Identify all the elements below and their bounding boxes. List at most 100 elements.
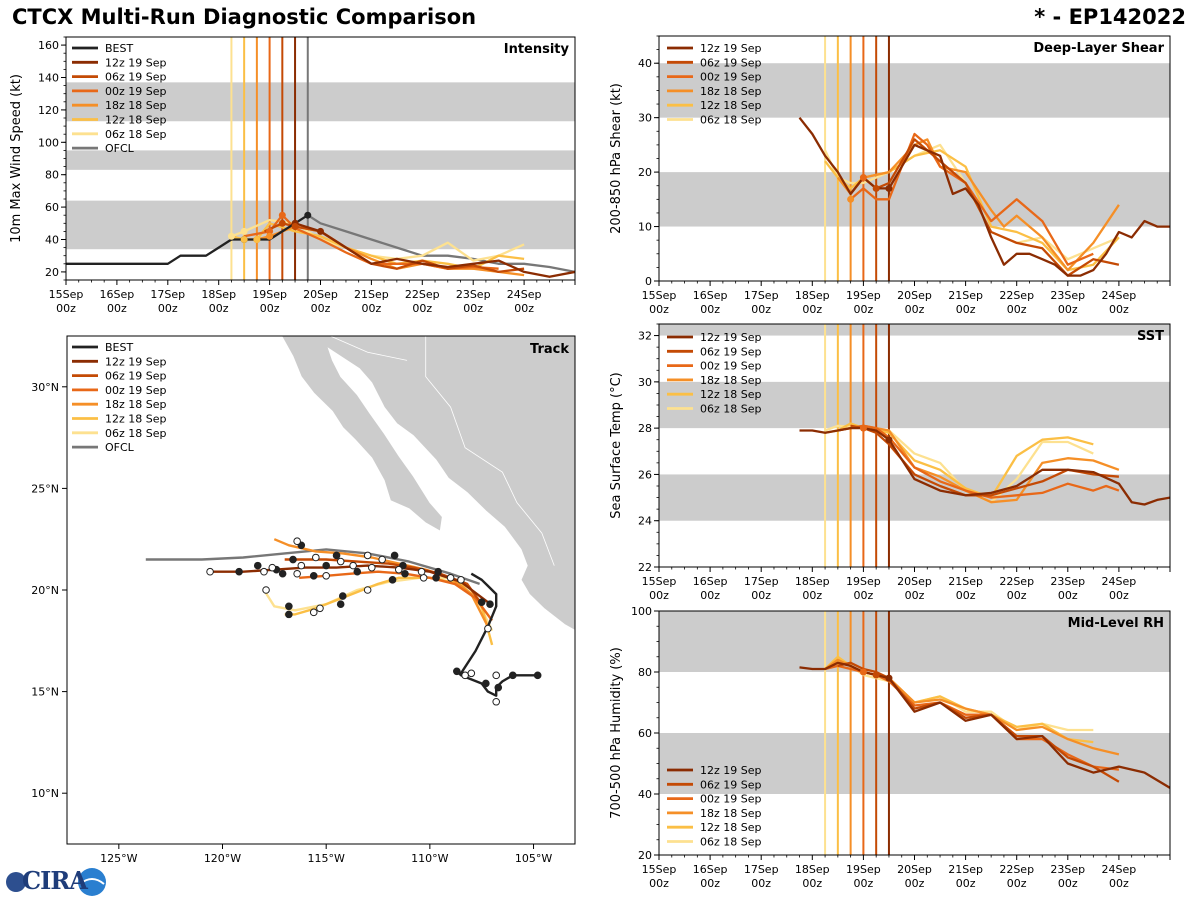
x-tick-label-day: 18Sep: [795, 289, 830, 302]
legend-label: 12z 19 Sep: [700, 331, 762, 344]
track-point-filled: [338, 592, 347, 600]
lon-tick-label: 125°W: [100, 852, 137, 865]
x-tick-label-day: 16Sep: [693, 289, 728, 302]
legend-label: 18z 18 Sep: [700, 85, 762, 98]
x-tick-label-day: 21Sep: [948, 863, 983, 876]
x-tick-label-hour: 00z: [1007, 589, 1027, 602]
x-tick-label-day: 18Sep: [795, 575, 830, 588]
series-OFCL: [307, 214, 575, 274]
legend-label: BEST: [105, 341, 133, 354]
x-tick-label-day: 19Sep: [846, 289, 881, 302]
track-point-filled: [388, 576, 397, 584]
legend-label: 06z 19 Sep: [700, 56, 762, 69]
legend-label: 00z 19 Sep: [700, 71, 762, 84]
track-point-open: [394, 565, 403, 574]
track-point-open: [467, 669, 476, 678]
x-tick-label-day: 17Sep: [744, 289, 779, 302]
legend-label: 12z 19 Sep: [700, 42, 762, 55]
y-tick-label: 20: [638, 849, 652, 862]
track-point-filled: [453, 667, 461, 676]
track-point-filled: [353, 567, 362, 576]
marker-12z-19-Sep: [885, 436, 893, 444]
marker-06z-18-Sep: [240, 227, 248, 235]
track-point-open: [297, 561, 306, 570]
track-point-open: [309, 608, 318, 617]
panel-title: Mid-Level RH: [1068, 616, 1164, 631]
series-BEST: [66, 214, 309, 265]
track-point-open: [336, 557, 345, 566]
track-point-filled: [477, 598, 486, 606]
band-2: [659, 324, 1170, 336]
legend-label: 06z 18 Sep: [700, 114, 762, 127]
logo-graphic: [6, 868, 106, 896]
y-tick-label: 60: [638, 727, 652, 740]
track-point-open: [206, 567, 214, 576]
legend-label: 18z 18 Sep: [105, 398, 167, 411]
marker-06z-19-Sep: [872, 671, 880, 679]
track-point-open: [363, 551, 372, 560]
series-12z-19-Sep: [799, 661, 1170, 789]
x-tick-label-day: 18Sep: [795, 863, 830, 876]
band-0: [66, 200, 575, 250]
plot-area: [659, 611, 1170, 855]
band-1: [66, 150, 575, 170]
x-tick-label-day: 22Sep: [999, 863, 1034, 876]
x-tick-label-hour: 00z: [209, 302, 229, 315]
band-0: [659, 172, 1170, 227]
track-point-open: [368, 563, 376, 572]
track-point-filled: [285, 610, 293, 619]
x-tick-label-hour: 00z: [362, 302, 382, 315]
x-tick-label-day: 21Sep: [354, 288, 389, 301]
legend-label: 12z 18 Sep: [105, 413, 167, 426]
legend-label: OFCL: [105, 142, 135, 155]
legend-label: 12z 18 Sep: [700, 388, 762, 401]
x-tick-label-day: 16Sep: [693, 863, 728, 876]
marker-00z-19-Sep: [859, 174, 867, 182]
legend-label: 12z 18 Sep: [700, 99, 762, 112]
logo-text: CIRA: [22, 866, 88, 895]
x-tick-label-day: 21Sep: [948, 575, 983, 588]
track-point-filled: [482, 679, 490, 688]
marker-12z-18-Sep: [253, 236, 261, 243]
x-tick-label-hour: 00z: [56, 302, 76, 315]
track-point-open: [446, 574, 455, 582]
x-tick-label-hour: 00z: [1058, 877, 1078, 890]
lat-tick-label: 15°N: [31, 686, 59, 699]
y-tick-label: 100: [631, 605, 652, 618]
lon-tick-label: 115°W: [307, 852, 344, 865]
y-axis-label: 10m Max Wind Speed (kt): [9, 74, 24, 243]
track-point-open: [363, 586, 372, 594]
legend-label: 12z 18 Sep: [700, 821, 762, 834]
legend-label: 06z 19 Sep: [700, 778, 762, 791]
track-point-filled: [390, 551, 399, 560]
panel-title: Intensity: [504, 42, 570, 57]
x-tick-label-hour: 00z: [956, 303, 976, 316]
y-tick-label: 32: [638, 330, 652, 343]
x-tick-label-hour: 00z: [514, 302, 534, 315]
legend-label: 06z 18 Sep: [105, 427, 167, 440]
y-tick-label: 120: [38, 104, 59, 117]
legend-label: 06z 18 Sep: [105, 128, 167, 141]
track-point-open: [349, 561, 357, 570]
track-point-filled: [285, 602, 293, 611]
track-point-filled: [508, 671, 517, 680]
rh-chart: 2040608010015Sep00z16Sep00z17Sep00z18Sep…: [609, 605, 1171, 890]
track-point-filled: [278, 569, 287, 578]
y-tick-label: 0: [645, 275, 652, 288]
legend-label: 00z 19 Sep: [105, 384, 167, 397]
legend-label: 18z 18 Sep: [700, 807, 762, 820]
x-tick-label-hour: 00z: [700, 303, 720, 316]
x-tick-label-day: 16Sep: [100, 288, 135, 301]
track-point-open: [293, 537, 301, 546]
y-tick-label: 20: [638, 166, 652, 179]
marker-06z-19-Sep: [291, 223, 299, 231]
x-tick-label-day: 23Sep: [1050, 863, 1085, 876]
x-tick-label-hour: 00z: [751, 589, 771, 602]
x-tick-label-day: 19Sep: [846, 863, 881, 876]
x-tick-label-hour: 00z: [649, 877, 669, 890]
x-tick-label-day: 15Sep: [642, 575, 677, 588]
y-axis-label: 200-850 hPa Shear (kt): [609, 83, 624, 234]
intensity-chart: 2040608010012014016015Sep00z16Sep00z17Se…: [9, 36, 576, 315]
plot-area: [659, 324, 1170, 567]
track-point-filled: [309, 571, 318, 580]
